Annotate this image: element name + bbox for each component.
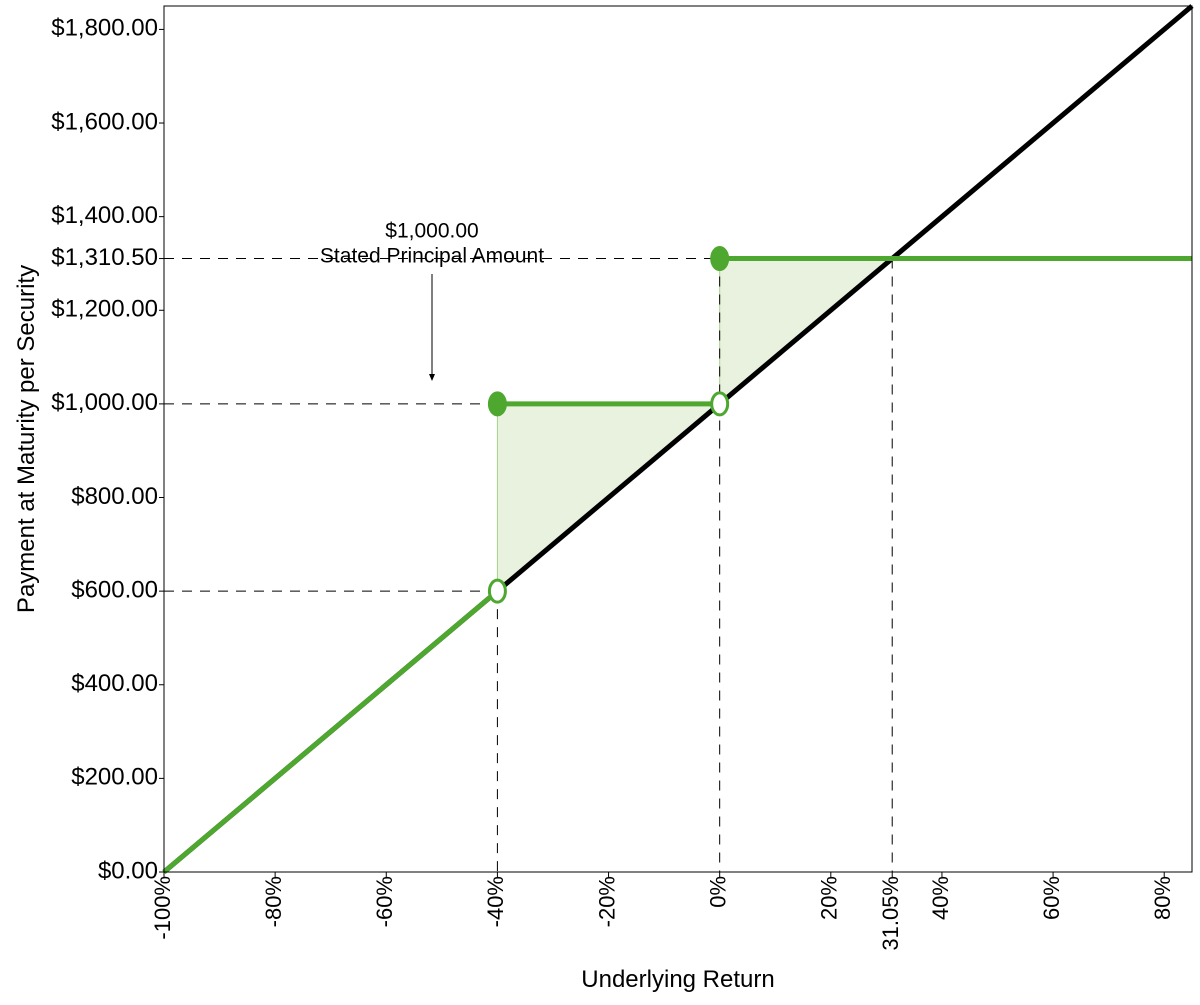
x-tick-label: 20% [817, 876, 842, 920]
y-tick-label: $1,200.00 [51, 296, 158, 323]
x-tick-label: 60% [1039, 876, 1064, 920]
marker [710, 246, 730, 272]
x-tick-label: -80% [261, 876, 286, 927]
x-tick-label: 0% [705, 876, 730, 908]
x-tick-label: -100% [150, 876, 175, 940]
x-axis-label: Underlying Return [581, 966, 774, 993]
marker [487, 578, 507, 604]
y-tick-label: $0.00 [98, 857, 158, 884]
x-tick-label: -60% [372, 876, 397, 927]
annotation-arrowhead [429, 374, 435, 381]
x-tick-label: 80% [1150, 876, 1175, 920]
x-tick-label: -40% [483, 876, 508, 927]
x-tick-label: -20% [594, 876, 619, 927]
y-tick-label: $200.00 [71, 764, 158, 791]
y-tick-label: $1,310.50 [51, 244, 158, 271]
annotation-text: $1,000.00 [385, 220, 478, 243]
x-tick-label: 40% [928, 876, 953, 920]
marker [487, 391, 507, 417]
y-tick-label: $600.00 [71, 576, 158, 603]
y-axis-label: Payment at Maturity per Security [13, 265, 40, 613]
y-tick-label: $1,400.00 [51, 202, 158, 229]
y-tick-label: $800.00 [71, 483, 158, 510]
y-tick-label: $400.00 [71, 670, 158, 697]
x-tick-label: 31.05% [878, 876, 903, 951]
y-tick-label: $1,600.00 [51, 108, 158, 135]
plot-frame [163, 5, 1193, 873]
annotation-text: Stated Principal Amount [320, 245, 544, 268]
marker [710, 391, 730, 417]
series-line [162, 256, 1192, 874]
y-tick-label: $1,800.00 [51, 15, 158, 42]
y-tick-label: $1,000.00 [51, 389, 158, 416]
